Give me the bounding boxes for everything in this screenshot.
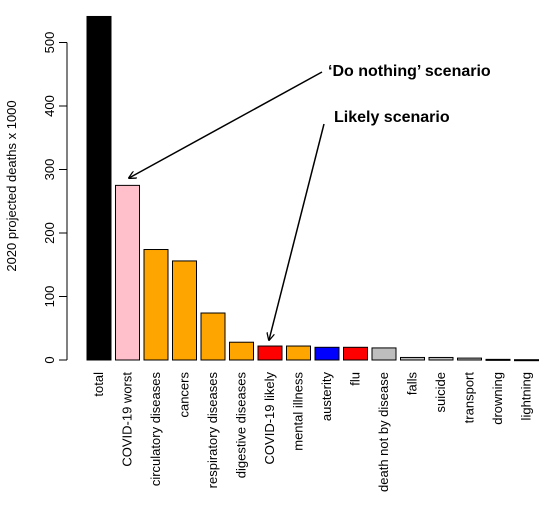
x-axis-labels: total COVID-19 worst circulatory diseases c… [91,372,534,492]
category-label: digestive diseases [234,372,249,479]
bar-lightning [514,359,539,362]
arrow-likely [269,123,325,340]
bar-falls [400,356,425,361]
annotation-likely: Likely scenario [334,109,450,126]
bar-respiratory-diseases [200,312,226,361]
bar-flu [343,346,368,361]
category-label: respiratory diseases [205,372,220,489]
annotations: ‘Do nothing’ scenario Likely scenario [129,63,491,340]
category-label: austerity [319,372,334,422]
bar-suicide [428,356,454,361]
category-label: falls [405,372,420,396]
category-label: total [91,372,106,397]
y-tick-label: 200 [42,222,57,244]
y-tick-label: 0 [42,356,57,363]
category-label: COVID-19 worst [120,372,135,467]
bar-cancers [172,260,197,361]
y-axis: 0 100 200 300 400 500 [42,32,68,364]
bar-austerity [314,346,340,361]
category-label: drowning [490,372,505,425]
bar-circulatory-diseases [143,249,169,361]
bars [86,15,539,362]
y-tick-label: 100 [42,286,57,308]
arrow-do-nothing [129,71,323,178]
bar-transport [457,357,482,361]
category-label: transport [462,372,477,424]
y-tick-label: 300 [42,159,57,181]
category-label: COVID-19 likely [262,372,277,465]
bar-mental-illness [286,345,311,361]
category-label: suicide [433,372,448,412]
bar-total [86,15,112,361]
annotation-do-nothing: ‘Do nothing’ scenario [328,63,491,80]
bar-death-not-by-disease [371,347,397,361]
bar-drowning [485,358,511,361]
category-label: flu [348,372,363,386]
category-label: death not by disease [376,372,391,492]
category-label: circulatory diseases [148,372,163,487]
y-axis-label: 2020 projected deaths x 1000 [4,100,19,271]
y-tick-label: 400 [42,95,57,117]
category-label: mental illness [291,372,306,451]
category-label: lightning [519,372,534,420]
bar-covid-19-likely [257,345,283,361]
bar-covid-19-worst [115,184,140,361]
bar-digestive-diseases [229,341,254,361]
y-tick-label: 500 [42,32,57,54]
category-label: cancers [177,372,192,418]
